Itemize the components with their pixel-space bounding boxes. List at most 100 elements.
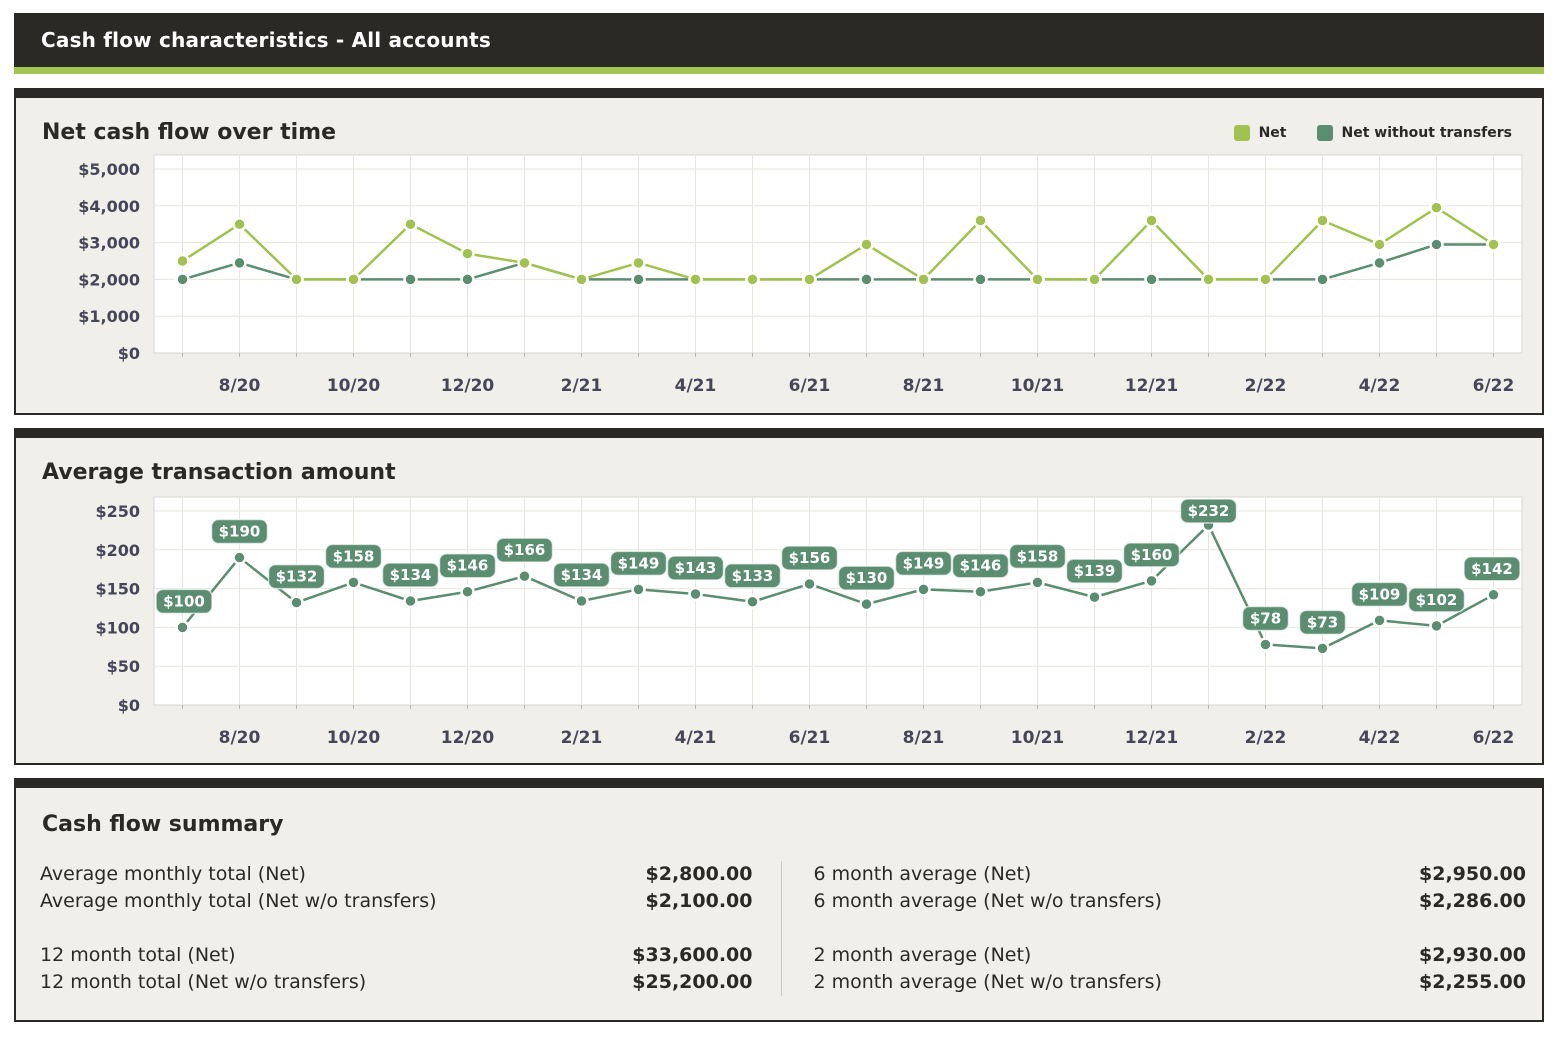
data-point-average-transaction-amount <box>291 597 303 609</box>
x-tick-label: 10/20 <box>327 376 381 396</box>
legend-swatch-net-without-transfers <box>1317 125 1333 141</box>
summary-value: $33,600.00 <box>632 942 752 969</box>
data-point-average-transaction-amount <box>1431 620 1443 632</box>
x-tick-label: 8/20 <box>219 376 261 396</box>
point-label: $132 <box>276 568 318 586</box>
summary-columns: Average monthly total (Net) $2,800.00 Av… <box>16 861 1542 1020</box>
summary-group-monthly-averages: Average monthly total (Net) $2,800.00 Av… <box>40 861 753 915</box>
x-tick-label: 6/21 <box>789 728 831 748</box>
avg-transaction-chart: $0$50$100$150$200$2508/2010/2012/202/214… <box>24 493 1534 755</box>
x-tick-label: 6/21 <box>789 376 831 396</box>
summary-group-6-month-averages: 6 month average (Net) $2,950.00 6 month … <box>814 861 1527 915</box>
y-tick-label: $2,000 <box>78 270 140 289</box>
y-tick-label: $0 <box>118 696 140 715</box>
summary-value: $2,100.00 <box>646 888 753 915</box>
y-tick-label: $0 <box>118 344 140 363</box>
x-tick-label: 4/22 <box>1359 376 1401 396</box>
point-label: $146 <box>447 557 489 575</box>
data-point-net-without-transfers <box>1317 273 1329 285</box>
data-point-net <box>1431 202 1443 214</box>
data-point-net <box>405 218 417 230</box>
x-tick-label: 4/22 <box>1359 728 1401 748</box>
summary-row: Average monthly total (Net) $2,800.00 <box>40 861 753 888</box>
legend-label-net-without-transfers: Net without transfers <box>1342 125 1513 141</box>
x-tick-label: 6/22 <box>1473 376 1515 396</box>
avg-transaction-panel: Average transaction amount $0$50$100$150… <box>14 428 1544 765</box>
y-tick-label: $50 <box>107 657 140 676</box>
chart-legend: Net Net without transfers <box>1234 125 1512 141</box>
avg-transaction-panel-head: Average transaction amount <box>16 438 1542 491</box>
data-point-net-without-transfers <box>1374 257 1386 269</box>
data-point-net-without-transfers <box>462 273 474 285</box>
data-point-net <box>234 218 246 230</box>
summary-column-right: 6 month average (Net) $2,950.00 6 month … <box>782 861 1527 996</box>
data-point-average-transaction-amount <box>1317 642 1329 654</box>
point-label: $158 <box>333 547 375 565</box>
summary-label: 12 month total (Net) <box>40 942 236 969</box>
summary-title: Cash flow summary <box>16 788 1542 861</box>
x-tick-label: 4/21 <box>675 376 717 396</box>
cash-flow-summary-panel: Cash flow summary Average monthly total … <box>14 778 1544 1022</box>
x-tick-label: 12/20 <box>441 728 495 748</box>
data-point-net <box>1488 238 1500 250</box>
report-header: Cash flow characteristics - All accounts <box>14 13 1544 67</box>
summary-row: 6 month average (Net w/o transfers) $2,2… <box>814 888 1527 915</box>
summary-label: Average monthly total (Net) <box>40 861 306 888</box>
point-label: $78 <box>1250 609 1281 627</box>
data-point-net <box>975 215 987 227</box>
data-point-net-without-transfers <box>234 257 246 269</box>
data-point-net <box>861 238 873 250</box>
data-point-net <box>291 273 303 285</box>
x-tick-label: 10/21 <box>1011 728 1065 748</box>
data-point-net <box>177 255 189 267</box>
summary-value: $2,930.00 <box>1419 942 1526 969</box>
x-tick-label: 2/21 <box>561 376 603 396</box>
summary-value: $2,286.00 <box>1419 888 1526 915</box>
x-tick-label: 4/21 <box>675 728 717 748</box>
summary-label: Average monthly total (Net w/o transfers… <box>40 888 437 915</box>
x-tick-label: 12/21 <box>1125 376 1179 396</box>
y-tick-label: $1,000 <box>78 307 140 326</box>
summary-row: 2 month average (Net w/o transfers) $2,2… <box>814 969 1527 996</box>
data-point-net <box>348 273 360 285</box>
data-point-net <box>1260 273 1272 285</box>
data-point-net-without-transfers <box>633 273 645 285</box>
point-label: $139 <box>1074 562 1116 580</box>
data-point-net <box>747 273 759 285</box>
data-point-net-without-transfers <box>975 273 987 285</box>
summary-value: $2,950.00 <box>1419 861 1526 888</box>
data-point-net <box>633 257 645 269</box>
point-label: $232 <box>1188 502 1230 520</box>
legend-item-net-without-transfers: Net without transfers <box>1317 125 1513 141</box>
point-label: $134 <box>561 566 603 584</box>
summary-group-12-month-totals: 12 month total (Net) $33,600.00 12 month… <box>40 942 753 996</box>
data-point-average-transaction-amount <box>918 583 930 595</box>
point-label: $149 <box>618 554 660 572</box>
x-tick-label: 6/22 <box>1473 728 1515 748</box>
data-point-net <box>690 273 702 285</box>
point-label: $166 <box>504 541 546 559</box>
data-point-average-transaction-amount <box>1146 575 1158 587</box>
data-point-average-transaction-amount <box>1488 589 1500 601</box>
summary-label: 12 month total (Net w/o transfers) <box>40 969 366 996</box>
summary-label: 6 month average (Net) <box>814 861 1032 888</box>
x-tick-label: 12/21 <box>1125 728 1179 748</box>
y-tick-label: $200 <box>95 541 140 560</box>
data-point-average-transaction-amount <box>1089 591 1101 603</box>
legend-item-net: Net <box>1234 125 1287 141</box>
data-point-average-transaction-amount <box>1374 614 1386 626</box>
net-cash-flow-panel-head: Net cash flow over time Net Net without … <box>16 98 1542 151</box>
data-point-average-transaction-amount <box>177 621 189 633</box>
data-point-average-transaction-amount <box>747 596 759 608</box>
summary-value: $2,800.00 <box>646 861 753 888</box>
data-point-net <box>1203 273 1215 285</box>
data-point-net <box>1317 215 1329 227</box>
data-point-average-transaction-amount <box>804 578 816 590</box>
point-label: $143 <box>675 559 717 577</box>
data-point-net-without-transfers <box>405 273 417 285</box>
x-tick-label: 2/22 <box>1245 376 1287 396</box>
summary-row: 6 month average (Net) $2,950.00 <box>814 861 1527 888</box>
data-point-net <box>519 257 531 269</box>
point-label: $134 <box>390 566 432 584</box>
summary-row: Average monthly total (Net w/o transfers… <box>40 888 753 915</box>
